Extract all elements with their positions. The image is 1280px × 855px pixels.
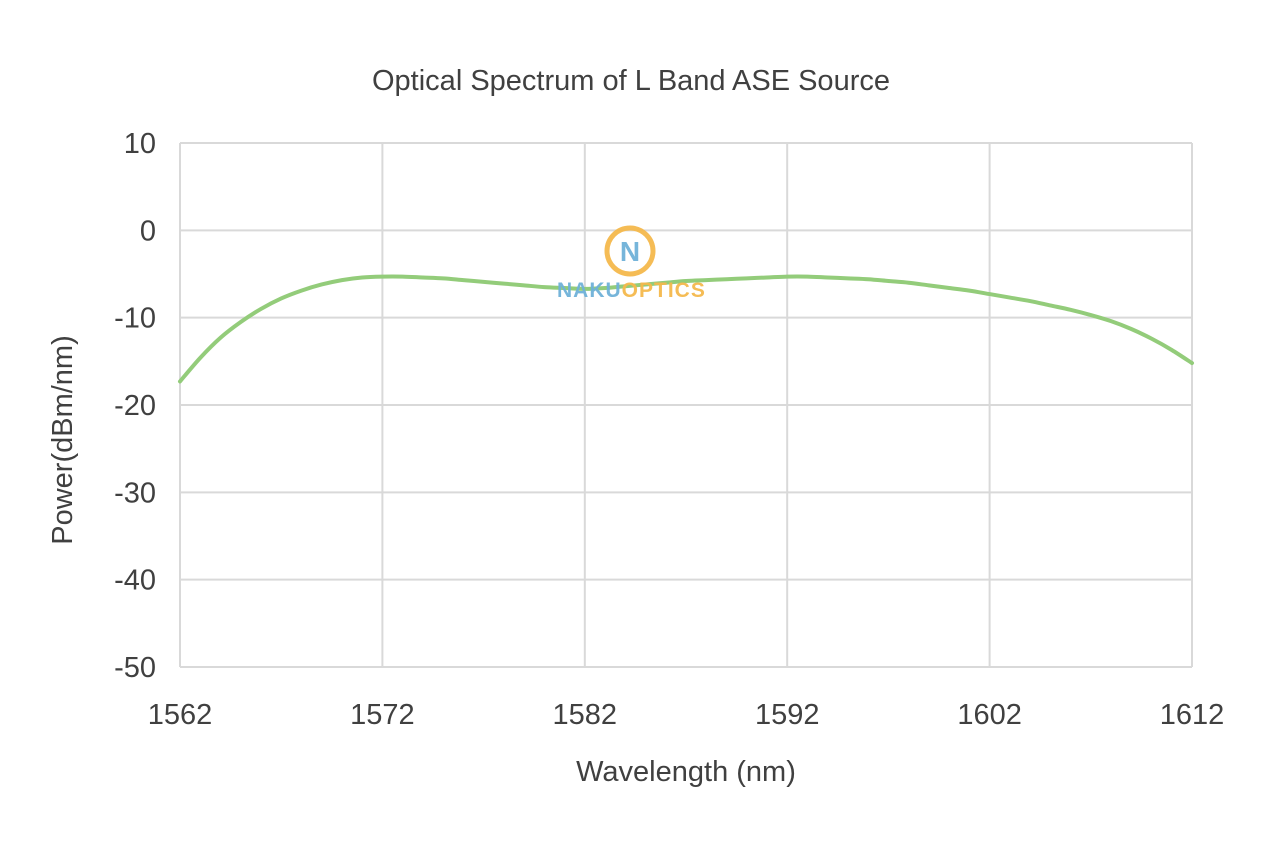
y-tick-label: -10 <box>114 303 156 335</box>
y-tick-label: -20 <box>114 390 156 422</box>
watermark-ring <box>604 225 656 277</box>
x-tick-label: 1602 <box>957 699 1022 731</box>
y-axis-ticks: 10 0 -10 -20 -30 -40 -50 <box>114 128 156 684</box>
x-tick-label: 1612 <box>1160 699 1225 731</box>
x-tick-label: 1562 <box>148 699 213 731</box>
series-line <box>178 274 1194 384</box>
x-tick-label: 1582 <box>553 699 618 731</box>
watermark-text-naku: NAKU <box>557 279 622 302</box>
y-axis-label: Power(dBm/nm) <box>47 335 79 545</box>
y-tick-label: 10 <box>124 128 156 160</box>
x-axis-ticks: 1562 1572 1582 1592 1602 1612 <box>148 699 1225 731</box>
x-tick-label: 1572 <box>350 699 415 731</box>
y-tick-label: -30 <box>114 477 156 509</box>
x-tick-label: 1592 <box>755 699 820 731</box>
nakuoptics-watermark-logo: N NAKUOPTICS <box>557 225 706 302</box>
chart-title: Optical Spectrum of L Band ASE Source <box>372 65 890 97</box>
x-axis-label: Wavelength (nm) <box>576 756 796 788</box>
watermark-text-optics: OPTICS <box>622 279 706 302</box>
y-tick-label: 0 <box>140 215 156 247</box>
y-tick-label: -40 <box>114 565 156 597</box>
watermark-glyph: N <box>620 236 640 267</box>
series-layer <box>178 274 1194 384</box>
grid <box>179 142 1193 668</box>
y-tick-label: -50 <box>114 652 156 684</box>
watermark-text: NAKUOPTICS <box>557 279 706 302</box>
